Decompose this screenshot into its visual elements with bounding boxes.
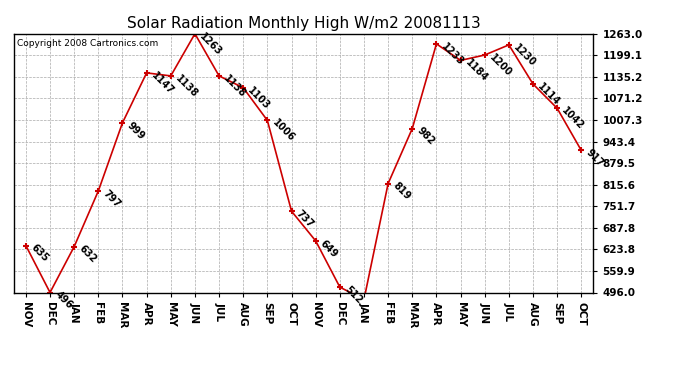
Text: 982: 982 [415, 126, 437, 147]
Text: 635: 635 [29, 243, 50, 264]
Text: 917: 917 [584, 148, 606, 169]
Text: 1103: 1103 [246, 85, 272, 111]
Text: 819: 819 [391, 181, 413, 202]
Text: 475: 475 [0, 374, 1, 375]
Title: Solar Radiation Monthly High W/m2 20081113: Solar Radiation Monthly High W/m2 200811… [127, 16, 480, 31]
Text: 1042: 1042 [560, 105, 586, 132]
Text: 1184: 1184 [464, 58, 490, 84]
Text: 999: 999 [126, 120, 147, 141]
Text: 1200: 1200 [488, 52, 513, 78]
Text: 737: 737 [295, 209, 316, 230]
Text: Copyright 2008 Cartronics.com: Copyright 2008 Cartronics.com [17, 39, 158, 48]
Text: 1138: 1138 [174, 73, 200, 99]
Text: 649: 649 [319, 238, 340, 260]
Text: 496: 496 [53, 290, 75, 311]
Text: 1138: 1138 [222, 73, 248, 99]
Text: 1230: 1230 [512, 42, 538, 68]
Text: 797: 797 [101, 188, 123, 210]
Text: 1147: 1147 [150, 70, 175, 96]
Text: 1006: 1006 [270, 118, 296, 144]
Text: 512: 512 [343, 284, 364, 306]
Text: 632: 632 [77, 244, 99, 265]
Text: 1233: 1233 [440, 41, 465, 67]
Text: 1263: 1263 [198, 31, 224, 57]
Text: 1114: 1114 [536, 81, 562, 107]
